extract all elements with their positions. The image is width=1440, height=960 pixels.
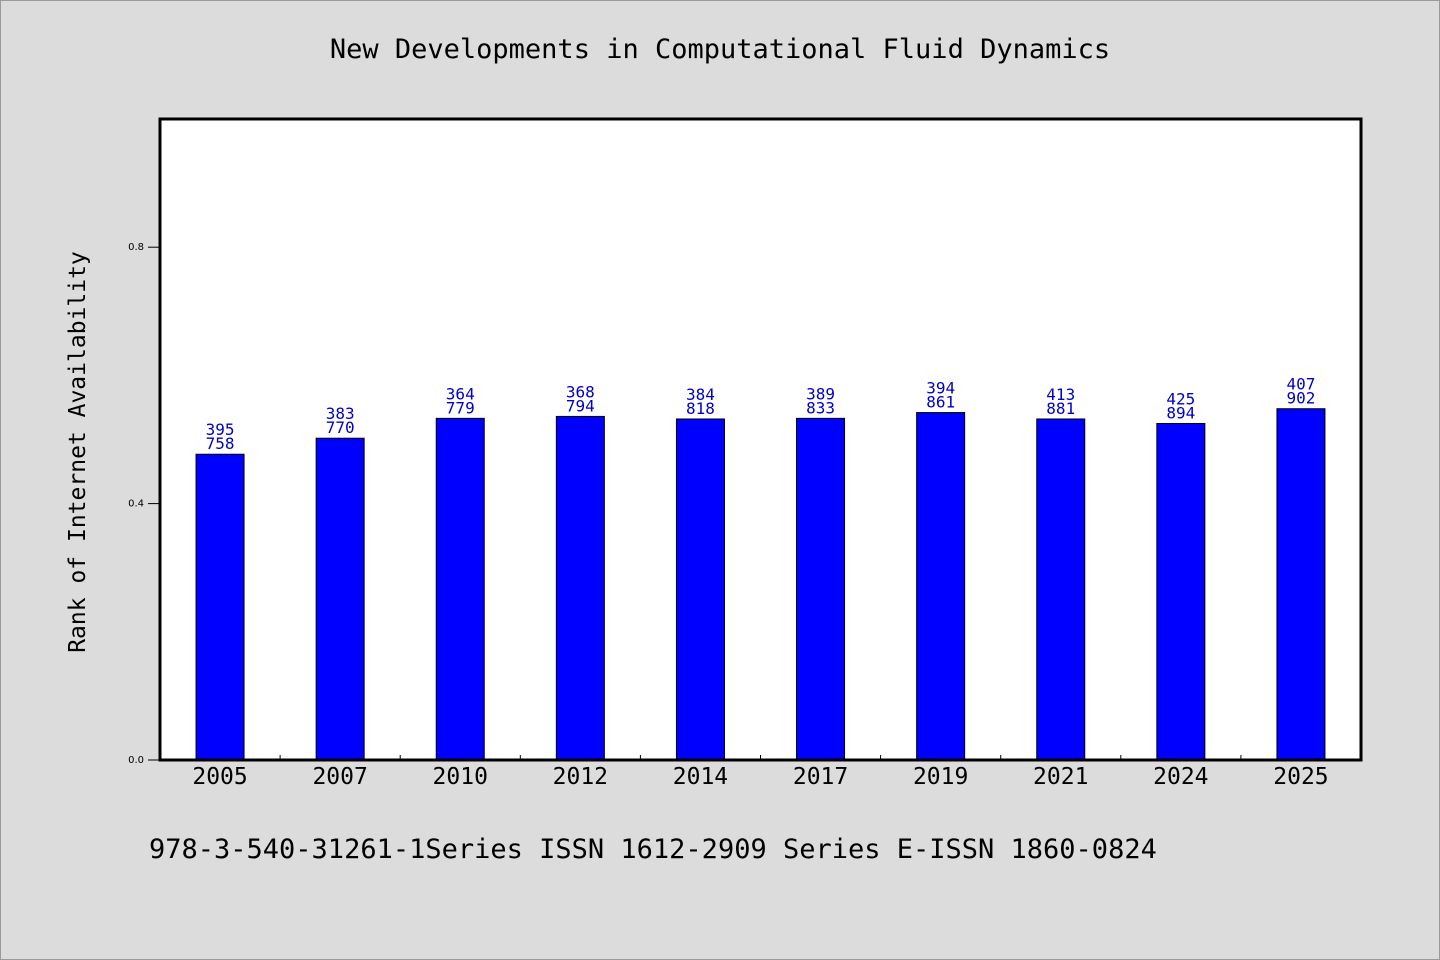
- x-tick-label: 2017: [793, 764, 848, 790]
- bar: [1036, 418, 1086, 761]
- plot-border: [158, 117, 1363, 762]
- data-label-top: 383: [326, 404, 355, 423]
- bar: [675, 418, 725, 761]
- data-label-top: 364: [446, 384, 475, 403]
- bar: [796, 417, 846, 761]
- data-label-top: 407: [1286, 375, 1315, 394]
- data-label-bottom: 770: [326, 418, 355, 437]
- x-tick-label: 2010: [433, 764, 488, 790]
- data-label-bottom: 758: [206, 434, 235, 453]
- bar: [1276, 408, 1326, 761]
- data-label-bottom: 779: [446, 398, 475, 417]
- data-label-top: 413: [1046, 385, 1075, 404]
- x-tick-label: 2007: [312, 764, 367, 790]
- x-tick-label: 2025: [1273, 764, 1328, 790]
- x-tick-label: 2005: [192, 764, 247, 790]
- data-label-bottom: 818: [686, 399, 715, 418]
- bar: [195, 453, 245, 761]
- ticks-layer: 2005 2007 2010 2012 2014 2017 2019 2021 2024 2025…: [128, 242, 1329, 790]
- bars-layer: 3957583837703647793687943848183898333948…: [195, 375, 1326, 761]
- data-label-top: 394: [926, 379, 955, 398]
- data-label-top: 384: [686, 385, 715, 404]
- footer-isbn-issn: 978-3-540-31261-1Series ISSN 1612-2909 S…: [149, 834, 1157, 865]
- x-tick-label: 2012: [553, 764, 608, 790]
- data-label-bottom: 894: [1166, 403, 1195, 422]
- bar: [555, 415, 605, 761]
- data-label-bottom: 861: [926, 393, 955, 412]
- bar: [435, 417, 485, 761]
- x-tick-label: 2019: [913, 764, 968, 790]
- data-label-top: 425: [1166, 389, 1195, 408]
- y-tick-label: 0.8: [128, 242, 144, 253]
- x-tick-label: 2014: [673, 764, 728, 790]
- data-label-bottom: 881: [1046, 399, 1075, 418]
- data-label-top: 389: [806, 384, 835, 403]
- data-label-bottom: 902: [1286, 389, 1315, 408]
- y-tick-label: 0.0: [128, 755, 144, 766]
- data-label-bottom: 794: [566, 396, 595, 415]
- data-label-top: 368: [566, 382, 595, 401]
- data-label-top: 395: [206, 420, 235, 439]
- bar: [315, 437, 365, 761]
- x-tick-label: 2024: [1153, 764, 1208, 790]
- y-tick-label: 0.4: [128, 499, 144, 510]
- chart-title: New Developments in Computational Fluid …: [329, 34, 1111, 65]
- x-tick-label: 2021: [1033, 764, 1088, 790]
- bar: [916, 412, 966, 761]
- data-label-bottom: 833: [806, 398, 835, 417]
- bar: [1156, 422, 1206, 761]
